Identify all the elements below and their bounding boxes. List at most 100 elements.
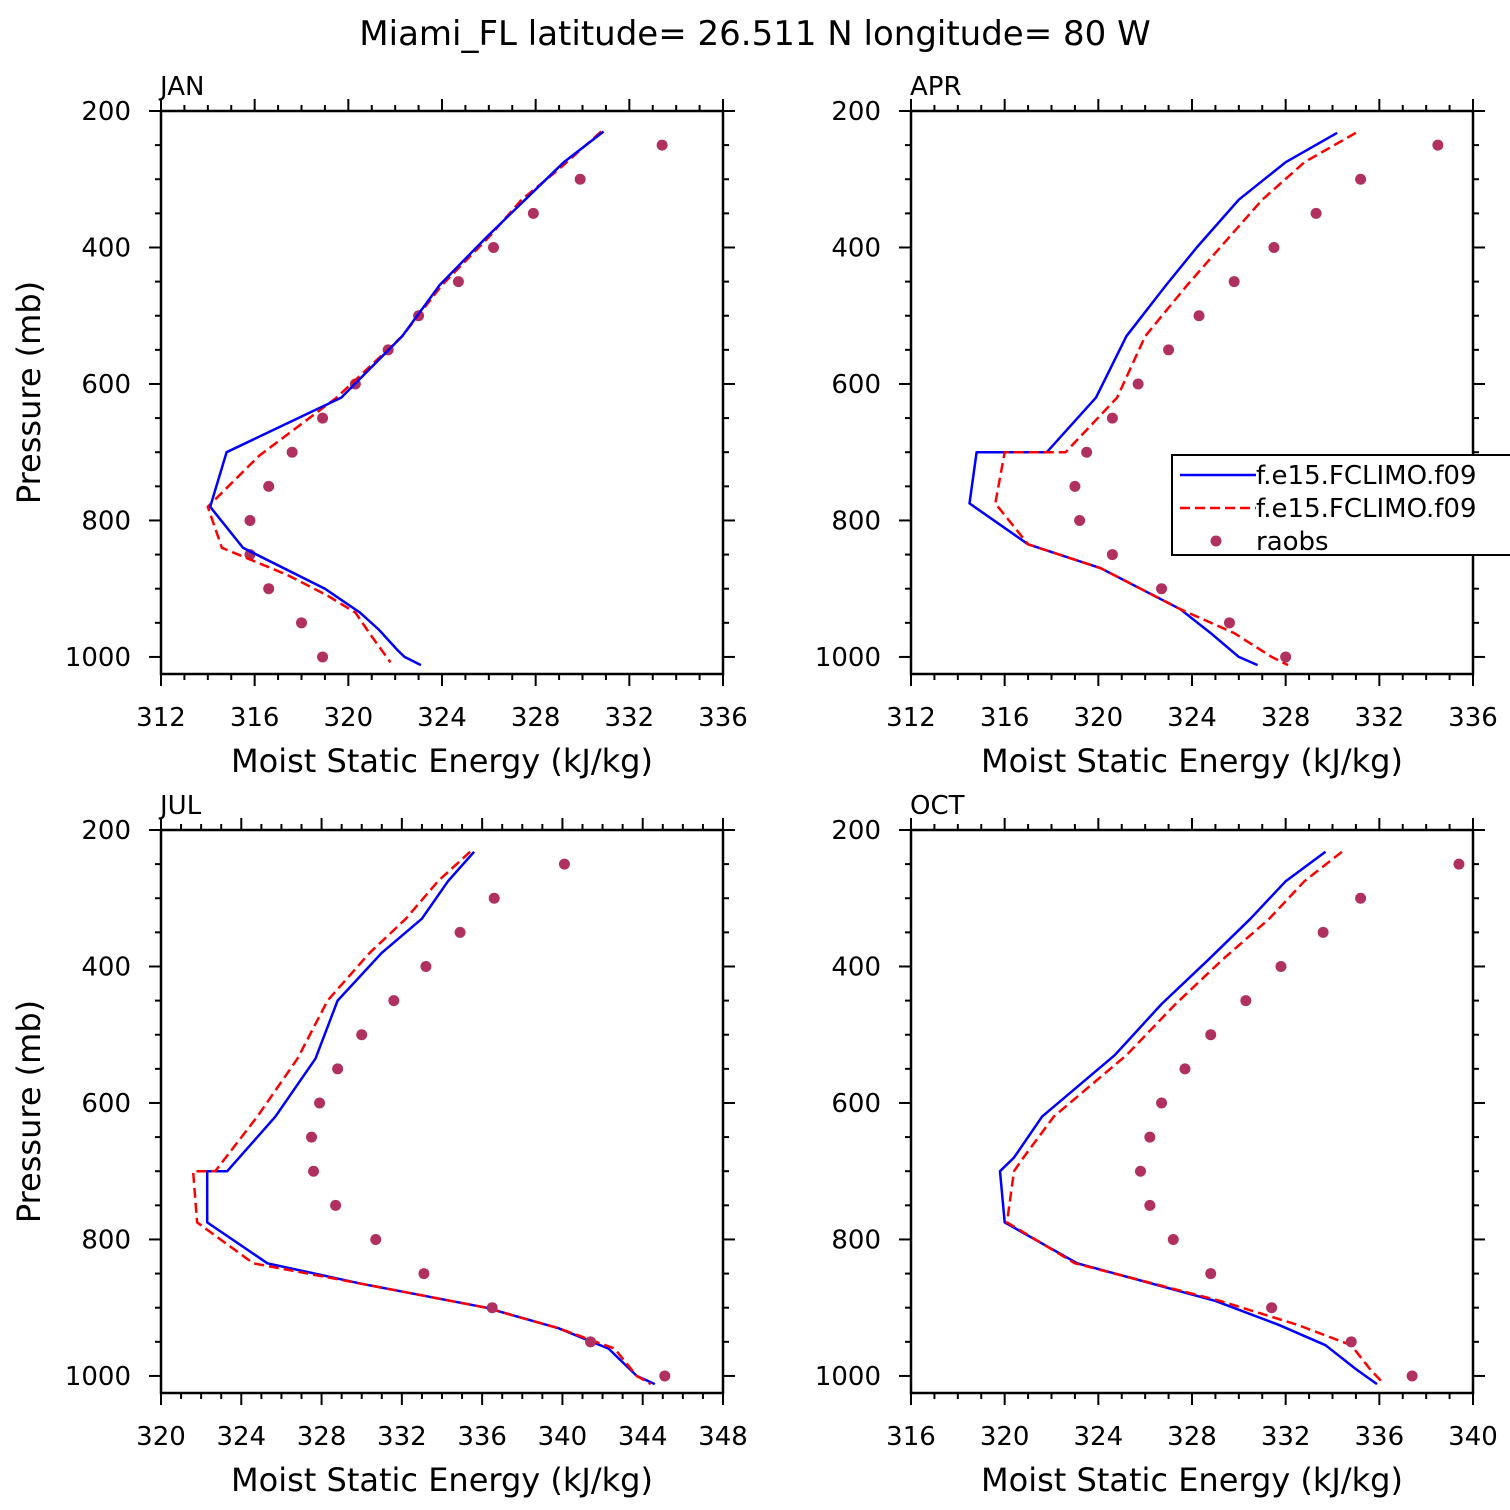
panels-group: JAN 312 316 320 324 328 332 336 200 400 600 800 1000…: [10, 72, 1498, 1499]
raobs-point: [527, 207, 539, 219]
y-tick-label: 200: [831, 816, 881, 846]
raobs-point: [317, 651, 329, 663]
raobs-point: [1275, 960, 1287, 972]
y-tick-label: 600: [831, 1089, 881, 1119]
model-series-dashed: [206, 130, 603, 664]
x-tick-label: 348: [698, 1422, 748, 1452]
x-tick-label: 328: [297, 1422, 347, 1452]
raobs-point: [1310, 207, 1322, 219]
raobs-point: [1134, 1165, 1146, 1177]
raobs-point: [1106, 549, 1118, 561]
data-layer: [206, 130, 668, 667]
y-tick-label: 200: [81, 816, 131, 846]
plot-frame: [909, 109, 1475, 676]
panel-jan: JAN 312 316 320 324 328 332 336 200 400 600 800 1000…: [10, 72, 748, 780]
x-tick-label: 328: [511, 703, 561, 733]
y-tick-label: 600: [831, 370, 881, 400]
y-tick-label: 800: [81, 1225, 131, 1255]
x-tick-label: 320: [136, 1422, 186, 1452]
plot-frame: [909, 828, 1475, 1395]
raobs-point: [244, 514, 256, 526]
raobs-point: [488, 241, 500, 253]
y-tick-label: 800: [81, 506, 131, 536]
x-tick-label: 316: [230, 703, 280, 733]
raobs-point: [1266, 1302, 1278, 1314]
raobs-point: [1355, 173, 1367, 185]
raobs-point: [558, 858, 570, 870]
raobs-point: [488, 892, 500, 904]
raobs-point: [1345, 1336, 1357, 1348]
x-tick-label: 312: [886, 703, 936, 733]
x-axis-title: Moist Static Energy (kJ/kg): [231, 742, 653, 780]
y-tick-label: 400: [81, 233, 131, 263]
data-layer: [968, 131, 1444, 667]
x-axis-title: Moist Static Energy (kJ/kg): [231, 1461, 653, 1499]
raobs-point: [1167, 1233, 1179, 1245]
raobs-point: [486, 1302, 498, 1314]
y-tick-label: 1000: [65, 1362, 131, 1392]
x-tick-label: 316: [886, 1422, 936, 1452]
x-tick-label: 328: [1167, 1422, 1217, 1452]
raobs-point: [1268, 241, 1280, 253]
raobs-point: [1156, 1097, 1168, 1109]
raobs-point: [659, 1370, 671, 1382]
x-tick-label: 324: [417, 703, 467, 733]
x-tick-label: 332: [377, 1422, 427, 1452]
raobs-point: [356, 1029, 368, 1041]
x-tick-label: 320: [1074, 703, 1124, 733]
y-axis-title: Pressure (mb): [10, 1000, 48, 1223]
raobs-point: [1317, 926, 1329, 938]
x-tick-label: 336: [457, 1422, 507, 1452]
raobs-point: [1240, 995, 1252, 1007]
raobs-point: [1280, 651, 1292, 663]
y-tick-label: 1000: [815, 1362, 881, 1392]
legend-label: f.e15.FCLIMO.f09: [1256, 461, 1476, 491]
raobs-point: [1106, 412, 1118, 424]
data-layer: [191, 850, 671, 1386]
model-series-solid: [205, 850, 656, 1386]
x-tick-label: 332: [605, 703, 655, 733]
raobs-point: [1205, 1029, 1217, 1041]
y-tick-label: 1000: [815, 643, 881, 673]
raobs-point: [1228, 276, 1240, 288]
raobs-point: [286, 446, 298, 458]
x-tick-label: 332: [1261, 1422, 1311, 1452]
x-axis-title: Moist Static Energy (kJ/kg): [981, 742, 1403, 780]
x-tick-label: 320: [980, 1422, 1030, 1452]
x-tick-label: 324: [216, 1422, 266, 1452]
raobs-point: [1144, 1199, 1156, 1211]
y-tick-label: 600: [81, 370, 131, 400]
model-series-solid: [968, 131, 1338, 667]
raobs-point: [317, 412, 329, 424]
raobs-point: [330, 1199, 342, 1211]
raobs-point: [388, 995, 400, 1007]
panel-apr: APR 312 316 320 324 328 332 336 200 400 600 800 1000…: [815, 72, 1498, 780]
y-axis-title: Pressure (mb): [10, 281, 48, 504]
raobs-point: [454, 926, 466, 938]
x-tick-label: 328: [1261, 703, 1311, 733]
x-tick-label: 340: [1448, 1422, 1498, 1452]
raobs-point: [1132, 378, 1144, 390]
panel-label: JUL: [158, 791, 202, 821]
raobs-point: [1144, 1131, 1156, 1143]
x-tick-label: 312: [136, 703, 186, 733]
raobs-point: [1179, 1063, 1191, 1075]
y-tick-label: 200: [831, 97, 881, 127]
raobs-point: [296, 617, 307, 629]
raobs-point: [1406, 1370, 1418, 1382]
raobs-point: [306, 1131, 318, 1143]
raobs-point: [1453, 858, 1465, 870]
x-tick-label: 320: [324, 703, 374, 733]
x-tick-label: 324: [1167, 703, 1217, 733]
y-tick-label: 200: [81, 97, 131, 127]
model-series-dashed: [191, 850, 652, 1386]
raobs-point: [1081, 446, 1093, 458]
panel-label: APR: [910, 72, 962, 102]
raobs-point: [314, 1097, 326, 1109]
data-layer: [998, 850, 1465, 1386]
raobs-point: [585, 1336, 597, 1348]
legend-box: [1171, 454, 1510, 556]
model-series-solid: [208, 130, 605, 667]
y-tick-label: 1000: [65, 643, 131, 673]
